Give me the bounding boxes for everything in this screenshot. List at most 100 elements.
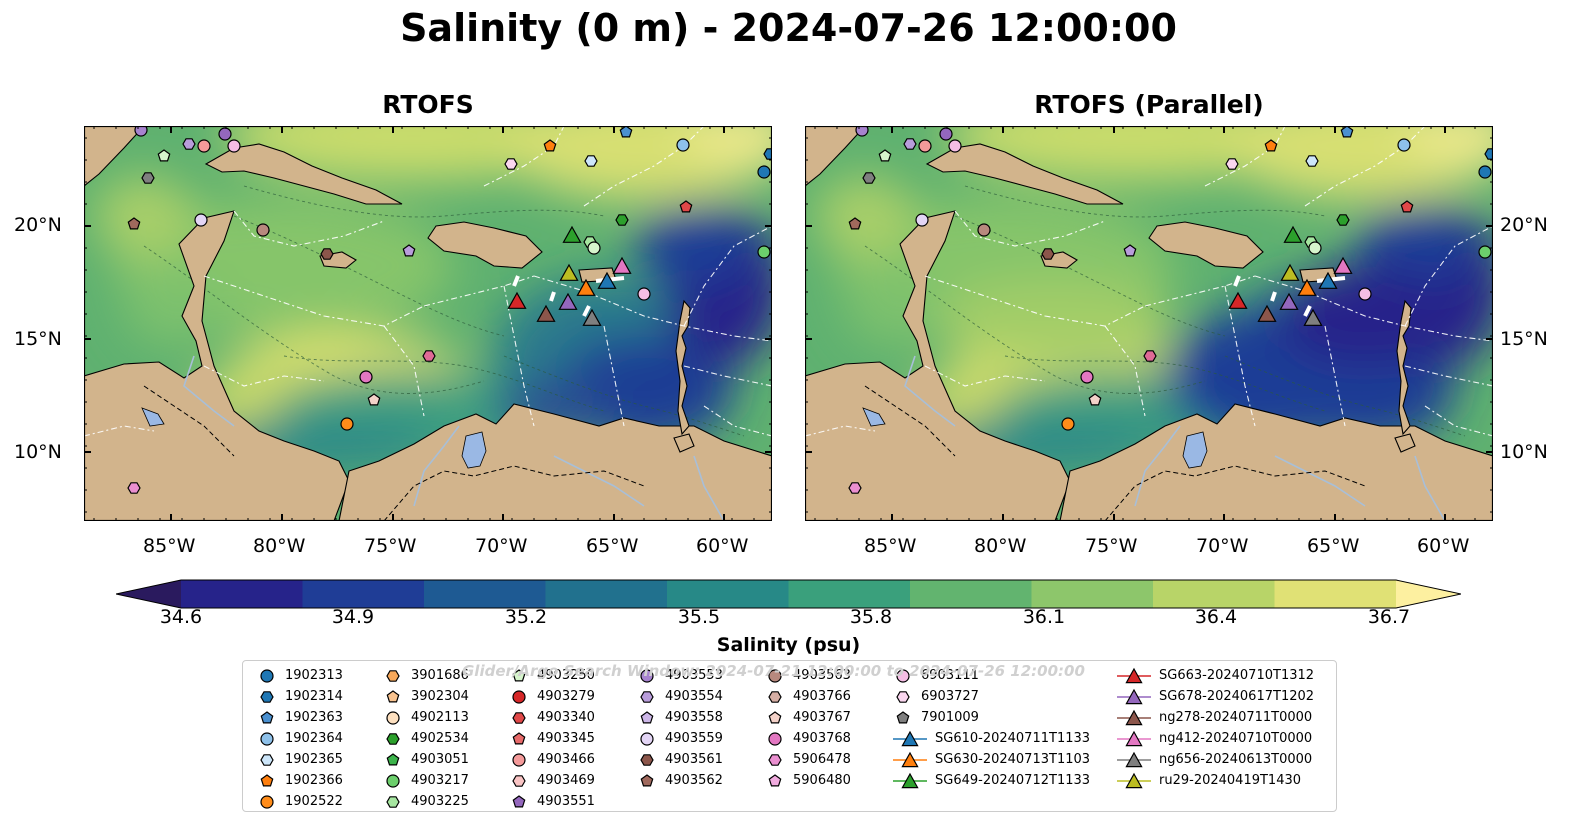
colorbar-tick: 36.1 [1022, 606, 1066, 628]
lat-label-left-20n: 20°N [14, 214, 62, 236]
circle-marker-icon [768, 668, 782, 683]
legend-label: 1902313 [285, 668, 343, 683]
country-border [864, 385, 956, 457]
legend-label: 4903561 [665, 752, 723, 767]
legend-label: 7901009 [921, 710, 979, 725]
hispaniola [1148, 221, 1264, 269]
legend-entry: 4903561 [637, 749, 723, 770]
legend-entry: 4903563 [765, 665, 851, 686]
circle-marker-icon [260, 794, 274, 809]
lon-label-left-60w: 60°W [696, 535, 749, 557]
colorbar-segment [302, 580, 425, 608]
argo-float-marker [615, 214, 629, 226]
colorbar-tick: 35.2 [504, 606, 548, 628]
glider-track [512, 275, 520, 287]
lon-label-right-70w: 70°W [1196, 535, 1249, 557]
argo-float-marker [1400, 200, 1414, 213]
cuba [204, 143, 403, 205]
glider-track [1233, 275, 1241, 287]
legend-label: 5906480 [793, 773, 851, 788]
legend-entry: 1902314 [257, 686, 343, 707]
legend-label: 4903558 [665, 710, 723, 725]
legend-label: ng412-20240710T0000 [1159, 731, 1313, 746]
argo-float-marker [1484, 148, 1493, 160]
eez-boundary [1104, 325, 1146, 417]
circle-marker-icon [640, 668, 654, 683]
legend-label: 4903559 [665, 731, 723, 746]
legend-label: SG678-20240617T1202 [1159, 689, 1315, 704]
legend-column: SG663-20240710T1312 SG678-20240617T1202 ng… [1117, 665, 1314, 791]
triangle-symbol [1125, 772, 1143, 788]
argo-float-marker [197, 139, 211, 153]
trinidad [673, 433, 695, 453]
triangle-symbol [1125, 730, 1143, 746]
legend-label: 5906478 [793, 752, 851, 767]
hexagon-symbol [260, 690, 274, 703]
glider-marker [558, 292, 578, 310]
hexagon-symbol [512, 711, 526, 724]
hexagon-marker-icon [512, 711, 526, 724]
legend-column: 6903111 6903727 7901009 SG610-20240711T1133… [893, 665, 1090, 791]
legend-label: ru29-20240419T1430 [1159, 773, 1302, 788]
legend-entry: ng656-20240613T0000 [1117, 749, 1314, 770]
legend-entry: 3901686 [383, 665, 469, 686]
pentagon-symbol [260, 710, 274, 723]
triangle-symbol [1125, 688, 1143, 704]
hexagon-marker-icon [386, 732, 400, 745]
legend-column: 4903563 4903766 4903767 4903768 5906478 59064… [765, 665, 851, 791]
eez-boundary [1404, 365, 1493, 387]
lon-label-right-85w: 85°W [864, 535, 917, 557]
legend-entry: 1902364 [257, 728, 343, 749]
argo-float-marker [848, 482, 862, 494]
argo-float-marker [587, 241, 601, 255]
legend-entry: 4902113 [383, 707, 469, 728]
argo-float-marker [504, 158, 518, 170]
argo-float-marker [127, 217, 141, 230]
legend-entry: 5906478 [765, 749, 851, 770]
eez-boundary [1254, 275, 1493, 342]
argo-float-marker [903, 138, 917, 150]
argo-float-marker [918, 139, 932, 153]
pentagon-marker-icon [260, 773, 274, 786]
glider-marker [1280, 263, 1300, 281]
legend-entry: 4903225 [383, 791, 469, 812]
cuba [925, 143, 1124, 205]
legend-entry: 4903559 [637, 728, 723, 749]
florida-yucatan [84, 126, 145, 187]
circle-symbol [640, 731, 654, 746]
legend-entry: 1902522 [257, 791, 343, 812]
circle-symbol [386, 710, 400, 725]
circle-symbol [260, 668, 274, 683]
circle-symbol [386, 773, 400, 788]
circle-marker-icon [512, 689, 526, 704]
pentagon-symbol [768, 773, 782, 786]
circle-marker-icon [386, 710, 400, 725]
eez-boundary [683, 225, 772, 327]
triangle-symbol [1125, 667, 1143, 683]
lat-label-right-10n: 10°N [1500, 441, 1548, 463]
legend-entry: 4903051 [383, 749, 469, 770]
argo-float-marker [141, 172, 155, 184]
legend-entry: 4903767 [765, 707, 851, 728]
river [1274, 455, 1366, 507]
eez-boundary [1224, 285, 1256, 427]
glider-marker [576, 278, 596, 296]
pentagon-symbol [386, 752, 400, 765]
hexagon-symbol [768, 690, 782, 703]
circle-marker-icon [260, 668, 274, 683]
trinidad [1394, 433, 1416, 453]
lat-label-right-15n: 15°N [1500, 328, 1548, 350]
glider-track [1303, 305, 1312, 317]
glider-marker [562, 225, 582, 243]
pentagon-marker-icon [512, 668, 526, 681]
argo-float-marker [1305, 155, 1319, 167]
eez-boundary [1324, 325, 1346, 427]
right-map-panel [805, 126, 1493, 521]
argo-float-marker [1123, 244, 1137, 257]
legend-entry: 7901009 [893, 707, 1090, 728]
lon-label-left-80w: 80°W [253, 535, 306, 557]
eez-boundary [924, 275, 1146, 327]
eez-boundary [233, 210, 385, 247]
glider-marker [1297, 278, 1317, 296]
colorbar-segment [181, 580, 304, 608]
